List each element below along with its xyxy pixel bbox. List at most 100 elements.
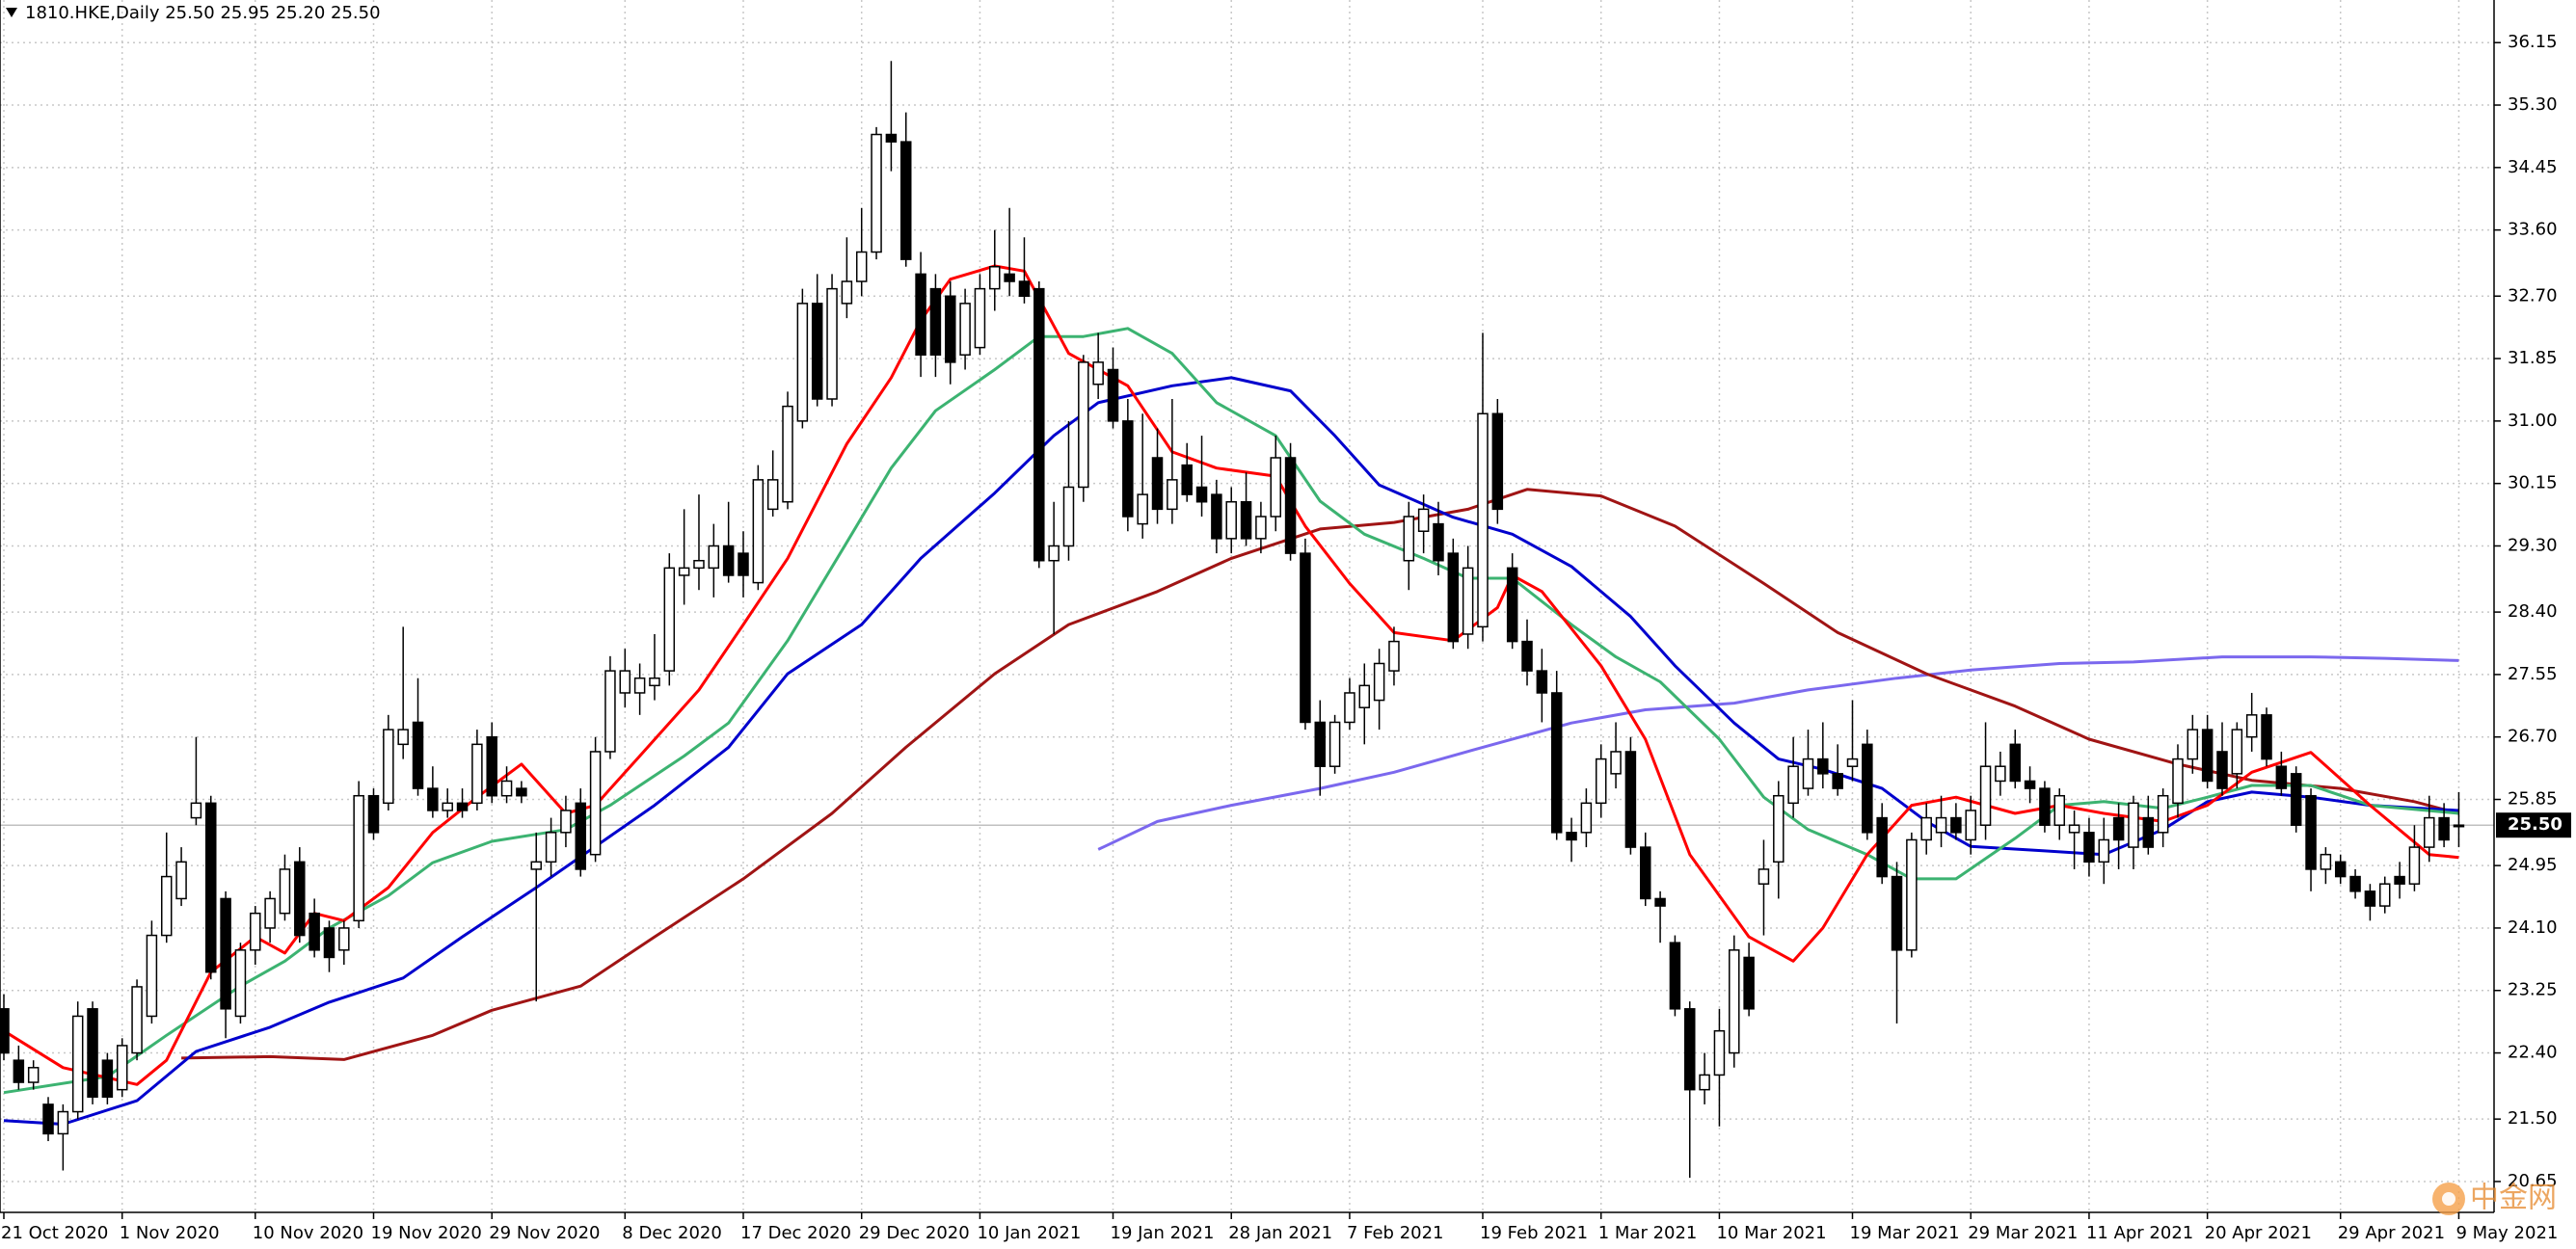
y-tick-label: 35.30: [2508, 94, 2558, 115]
candle-body-up: [1167, 479, 1178, 511]
candle-body-up: [1580, 802, 1593, 834]
candle-body-down: [915, 273, 926, 357]
candle-body-down: [1004, 273, 1015, 282]
candle-body-up: [649, 677, 660, 687]
candle-body-down: [1284, 457, 1297, 554]
candle-body-up: [1846, 757, 1859, 767]
candle-body-down: [1832, 773, 1843, 789]
candle-body-up: [989, 266, 1001, 290]
candle-body-down: [738, 552, 749, 576]
candle-body-up: [1388, 640, 1400, 672]
y-tick-label: 32.70: [2508, 285, 2558, 306]
candle-body-up: [1358, 684, 1371, 708]
candle-body-up: [264, 897, 276, 929]
candle-body-down: [2364, 890, 2376, 907]
y-tick-label: 24.10: [2508, 917, 2558, 938]
candle-body-up: [1328, 721, 1341, 767]
x-tick-label: 29 Mar 2021: [1968, 1223, 2078, 1243]
candle-body-up: [1462, 567, 1474, 635]
candle-body-up: [2157, 794, 2169, 834]
candle-body-down: [323, 927, 335, 959]
candle-body-up: [2172, 757, 2184, 805]
y-tick-label: 28.40: [2508, 601, 2558, 622]
candle-body-down: [2039, 787, 2051, 826]
candle-body-down: [1018, 280, 1031, 298]
candle-body-down: [516, 787, 527, 797]
candle-body-down: [2349, 875, 2361, 892]
watermark-group: 中金网: [2432, 1182, 2557, 1215]
candle-body-down: [2009, 743, 2021, 783]
candle-body-down: [1151, 457, 1164, 511]
candle-body-up: [442, 802, 453, 811]
candle-body-up: [131, 986, 143, 1054]
plot: [0, 61, 2465, 1179]
y-tick-label: 20.65: [2508, 1171, 2558, 1191]
candle-body-up: [1920, 816, 1932, 841]
price-label: 25.50: [2508, 814, 2563, 835]
candle-body-down: [1300, 552, 1311, 724]
candle-body-up: [1610, 751, 1622, 775]
candle-body-up: [338, 927, 350, 951]
candle-body-down: [2438, 816, 2450, 841]
candle-body-up: [1417, 508, 1430, 532]
candle-body-up: [752, 479, 765, 584]
candle-body-up: [1802, 757, 1814, 789]
candle-body-down: [722, 545, 735, 576]
candle-body-up: [1373, 662, 1385, 702]
candle-body-up: [1906, 838, 1918, 951]
candle-body-down: [2334, 861, 2347, 878]
candle-body-down: [367, 794, 380, 834]
candle-body-down: [220, 897, 231, 1010]
y-tick-label: 27.55: [2508, 664, 2558, 684]
candle-body-down: [2216, 751, 2228, 789]
candle-body-up: [974, 287, 986, 349]
candle-body-up: [1773, 794, 1784, 864]
candle-body-down: [412, 721, 424, 789]
candle-body-up: [1995, 765, 2006, 783]
candle-body-down: [885, 133, 898, 143]
x-tick-label: 1 Nov 2020: [120, 1223, 220, 1243]
x-tick-label: 19 Mar 2021: [1850, 1223, 1960, 1243]
candle-body-down: [1669, 942, 1681, 1010]
candle-body-down: [1566, 832, 1577, 841]
x-tick-label: 10 Mar 2021: [1716, 1223, 1826, 1243]
candle-body-up: [57, 1110, 69, 1135]
candle-body-down: [1743, 956, 1755, 1010]
candle-body-up: [1979, 765, 1992, 826]
moving-average-line: [3, 264, 2459, 1086]
candle-body-down: [1433, 522, 1444, 562]
candle-body-up: [796, 303, 809, 422]
candle-body-down: [1639, 846, 1651, 900]
candle-body-down: [1195, 486, 1208, 503]
candle-body-up: [234, 949, 247, 1018]
candle-body-down: [1122, 420, 1134, 518]
x-tick-label: 21 Oct 2020: [1, 1223, 108, 1243]
candle-body-up: [959, 303, 971, 357]
candle-body-down: [1817, 757, 1829, 775]
candle-body-up: [1713, 1029, 1726, 1076]
candle-body-up: [871, 133, 882, 253]
candle-body-up: [2378, 883, 2391, 907]
candle-body-up: [160, 875, 173, 937]
candle-body-up: [1935, 816, 1947, 834]
collapse-icon: [6, 8, 17, 17]
x-tick-label: 19 Nov 2020: [371, 1223, 482, 1243]
y-tick-label: 25.85: [2508, 789, 2558, 810]
candle-body-up: [1477, 412, 1489, 628]
candle-body-up: [1255, 516, 1267, 540]
y-tick-label: 29.30: [2508, 535, 2558, 555]
candle-body-down: [811, 303, 823, 400]
candle-body-up: [782, 405, 793, 503]
x-tick-label: 28 Jan 2021: [1228, 1223, 1332, 1243]
candle-body-up: [2320, 853, 2332, 870]
candle-body-up: [2453, 824, 2465, 828]
y-tick-label: 21.50: [2508, 1108, 2558, 1129]
candle-body-down: [1211, 493, 1222, 540]
candle-body-up: [2187, 729, 2199, 760]
candle-body-down: [13, 1059, 25, 1083]
candle-body-down: [2024, 780, 2036, 789]
candle-body-up: [1965, 810, 1976, 841]
